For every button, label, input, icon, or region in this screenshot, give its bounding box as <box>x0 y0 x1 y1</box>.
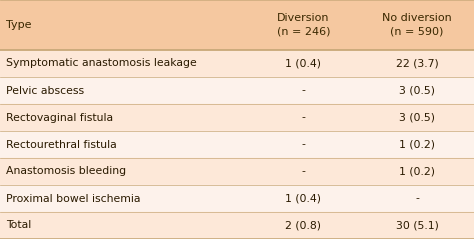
Bar <box>0 104 474 131</box>
Text: Symptomatic anastomosis leakage: Symptomatic anastomosis leakage <box>6 59 196 69</box>
Bar <box>0 212 474 239</box>
Text: Anastomosis bleeding: Anastomosis bleeding <box>6 167 126 176</box>
Text: 22 (3.7): 22 (3.7) <box>396 59 438 69</box>
Bar <box>0 185 474 212</box>
Text: -: - <box>415 194 419 203</box>
Text: -: - <box>301 113 305 123</box>
Text: 3 (0.5): 3 (0.5) <box>399 113 435 123</box>
Bar <box>0 50 474 77</box>
Text: Pelvic abscess: Pelvic abscess <box>6 86 84 96</box>
Text: 1 (0.4): 1 (0.4) <box>285 59 321 69</box>
Text: Rectovaginal fistula: Rectovaginal fistula <box>6 113 113 123</box>
Text: 1 (0.2): 1 (0.2) <box>399 167 435 176</box>
Text: No diversion
(n = 590): No diversion (n = 590) <box>382 13 452 37</box>
Text: 3 (0.5): 3 (0.5) <box>399 86 435 96</box>
Text: Type: Type <box>6 20 31 30</box>
Text: 30 (5.1): 30 (5.1) <box>396 221 438 230</box>
Text: Rectourethral fistula: Rectourethral fistula <box>6 140 117 150</box>
Bar <box>0 158 474 185</box>
Text: -: - <box>301 140 305 150</box>
Text: Diversion
(n = 246): Diversion (n = 246) <box>277 13 330 37</box>
Text: 1 (0.4): 1 (0.4) <box>285 194 321 203</box>
Text: -: - <box>301 86 305 96</box>
Text: -: - <box>301 167 305 176</box>
Bar <box>0 77 474 104</box>
Bar <box>0 131 474 158</box>
Text: 2 (0.8): 2 (0.8) <box>285 221 321 230</box>
Text: Proximal bowel ischemia: Proximal bowel ischemia <box>6 194 140 203</box>
Text: 1 (0.2): 1 (0.2) <box>399 140 435 150</box>
Text: Total: Total <box>6 221 31 230</box>
Bar <box>0 0 474 50</box>
